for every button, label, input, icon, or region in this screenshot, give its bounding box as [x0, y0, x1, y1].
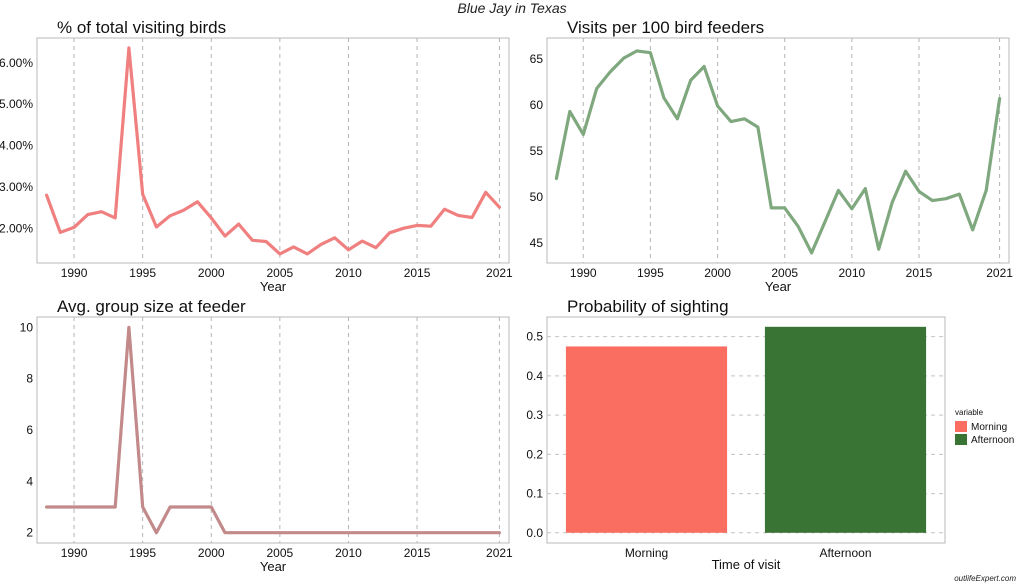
x-tick-label: 2015: [404, 546, 431, 560]
y-tick-label: 6.00%: [0, 56, 33, 70]
plot-frame: [546, 316, 946, 544]
legend: variable Morning Afternoon: [955, 408, 1014, 446]
y-tick-label: 55: [530, 144, 544, 158]
y-tick-label: 0.5: [526, 330, 543, 344]
y-tick-label: 5.00%: [0, 97, 33, 111]
y-tick-label: 45: [530, 236, 544, 250]
x-tick-label: 1990: [61, 546, 88, 560]
x-tick-label: 1995: [637, 266, 664, 280]
x-axis-label: Year: [260, 559, 287, 574]
y-tick-label: 2: [26, 526, 33, 540]
watermark: outlifeExpert.com: [954, 574, 1016, 583]
x-tick-label: 2021: [486, 546, 513, 560]
y-tick-label: 60: [530, 98, 544, 112]
x-tick-label: 2005: [771, 266, 798, 280]
x-tick-label: 2005: [267, 546, 294, 560]
panel-3: Avg. group size at feeder 1990 1995 2000 200…: [20, 297, 513, 574]
y-tick-label: 50: [530, 190, 544, 204]
x-tick-label: 2021: [986, 266, 1013, 280]
y-tick-label: 0.2: [526, 447, 543, 461]
x-tick-label: 2010: [839, 266, 866, 280]
x-tick-label: 2000: [704, 266, 731, 280]
legend-label: Morning: [971, 422, 1007, 433]
legend-swatch: [955, 421, 967, 432]
x-tick-label: Afternoon: [819, 546, 871, 560]
y-tick-label: 2.00%: [0, 221, 33, 235]
x-tick-label: 1990: [61, 266, 88, 280]
x-tick-label: 2010: [335, 266, 362, 280]
x-tick-label: 1995: [129, 546, 156, 560]
y-tick-label: 4.00%: [0, 139, 33, 153]
x-tick-label: 1990: [570, 266, 597, 280]
figure-title: Blue Jay in Texas: [457, 0, 567, 16]
y-tick-label: 65: [530, 52, 544, 66]
x-tick-label: 2000: [198, 546, 225, 560]
y-tick-label: 6: [26, 423, 33, 437]
panel-title: % of total visiting birds: [57, 18, 226, 37]
bar-afternoon: [764, 326, 927, 533]
y-tick-label: 4: [26, 474, 33, 488]
plot-frame: [36, 37, 510, 264]
x-tick-label: 2005: [267, 266, 294, 280]
series-line: [44, 46, 501, 256]
x-axis-label: Year: [260, 279, 287, 294]
x-tick-label: 1995: [129, 266, 156, 280]
legend-title: variable: [955, 408, 984, 417]
x-tick-label: 2021: [486, 266, 513, 280]
y-tick-label: 0.3: [526, 408, 543, 422]
panel-2: Visits per 100 bird feeders 1990 1995 2000 2…: [530, 18, 1014, 294]
panel-title: Visits per 100 bird feeders: [567, 18, 764, 37]
y-tick-label: 0.0: [526, 526, 543, 540]
y-tick-label: 0.1: [526, 487, 543, 501]
x-tick-label: 2015: [404, 266, 431, 280]
panel-4: Probability of sighting 0.0 0.1 0.2 0.3 0.4 0.…: [526, 297, 1014, 572]
plot-frame: [36, 316, 510, 544]
panel-title: Probability of sighting: [567, 297, 729, 316]
x-tick-label: Morning: [625, 546, 668, 560]
series-line: [554, 49, 1002, 255]
plot-frame: [546, 37, 1010, 264]
series-line: [44, 325, 501, 535]
panel-1: % of total visiting birds 1990 1995 2000 200…: [0, 18, 513, 294]
panel-title: Avg. group size at feeder: [57, 297, 246, 316]
y-tick-label: 0.4: [526, 369, 543, 383]
x-tick-label: 2015: [906, 266, 933, 280]
legend-label: Afternoon: [971, 435, 1014, 446]
x-tick-label: 2000: [198, 266, 225, 280]
x-axis-label: Time of visit: [712, 557, 781, 572]
x-axis-label: Year: [765, 279, 792, 294]
bar-morning: [565, 346, 728, 533]
y-tick-label: 10: [20, 320, 34, 334]
y-tick-label: 8: [26, 372, 33, 386]
y-tick-label: 3.00%: [0, 180, 33, 194]
x-tick-label: 2010: [335, 546, 362, 560]
legend-swatch: [955, 434, 967, 445]
